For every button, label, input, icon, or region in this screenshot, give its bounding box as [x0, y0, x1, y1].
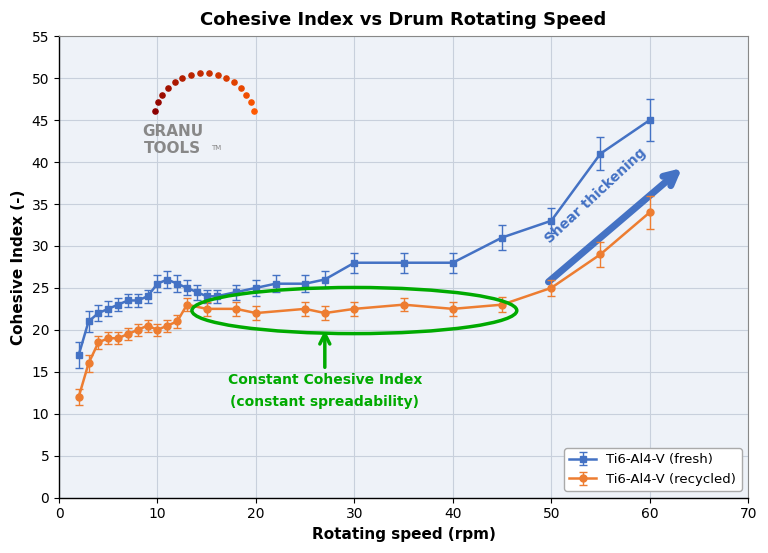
Legend: Ti6-Al4-V (fresh), Ti6-Al4-V (recycled): Ti6-Al4-V (fresh), Ti6-Al4-V (recycled): [564, 448, 742, 491]
Point: [161, 84, 174, 92]
Point: [156, 90, 168, 99]
Text: TM: TM: [210, 145, 221, 152]
Point: [203, 69, 215, 77]
Point: [148, 106, 161, 115]
Text: GRANU
TOOLS: GRANU TOOLS: [142, 124, 204, 156]
Text: Constant Cohesive Index: Constant Cohesive Index: [227, 373, 422, 388]
Point: [234, 84, 247, 92]
Point: [227, 78, 240, 87]
Point: [185, 70, 197, 79]
Point: [194, 69, 206, 77]
Point: [211, 70, 223, 79]
Text: (constant spreadability): (constant spreadability): [230, 395, 419, 409]
Point: [247, 106, 260, 115]
X-axis label: Rotating speed (rpm): Rotating speed (rpm): [312, 527, 495, 542]
Title: Cohesive Index vs Drum Rotating Speed: Cohesive Index vs Drum Rotating Speed: [200, 11, 607, 29]
Point: [177, 74, 189, 82]
Text: Shear thickening: Shear thickening: [542, 145, 649, 246]
Point: [168, 78, 180, 87]
Point: [240, 90, 253, 99]
Point: [220, 74, 232, 82]
Point: [151, 98, 164, 107]
Point: [245, 98, 257, 107]
Y-axis label: Cohesive Index (-): Cohesive Index (-): [11, 189, 26, 345]
